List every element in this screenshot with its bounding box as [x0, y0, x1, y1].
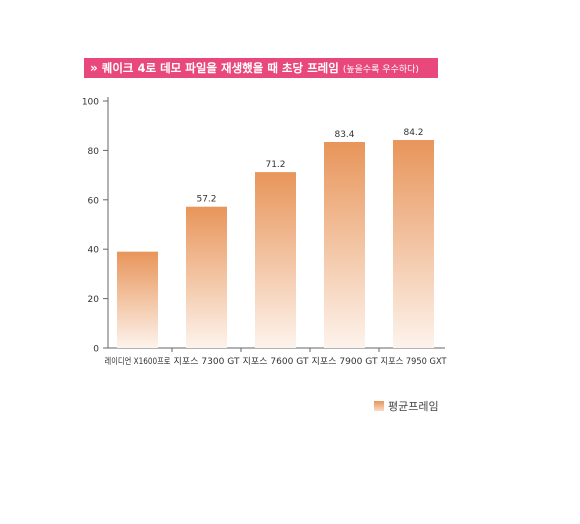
y-tick-label: 40: [88, 246, 100, 256]
bar: [117, 251, 158, 348]
y-tick-label: 80: [88, 147, 100, 157]
chart-title: 퀘이크 4로 데모 파일을 재생했을 때 초당 프레임: [101, 61, 339, 75]
x-category-label: 지포스 7950 GXT: [381, 357, 448, 367]
bar-data-label: 83.4: [334, 130, 354, 140]
bar: [186, 206, 227, 348]
bar-data-label: 84.2: [403, 128, 423, 138]
x-category-label: 레이디언 X1600프로: [105, 356, 171, 367]
y-tick-label: 60: [88, 196, 100, 206]
y-tick-label: 100: [82, 98, 99, 108]
bar-data-label: 71.2: [265, 160, 285, 170]
bar: [324, 142, 365, 348]
bar: [393, 140, 434, 348]
bar-data-label: 57.2: [196, 195, 216, 205]
chart-subtitle: (높을수록 우수하다): [342, 64, 419, 75]
legend-swatch: [374, 401, 384, 411]
chart-legend: 평균프레임: [374, 398, 439, 414]
bar: [255, 172, 296, 348]
legend-label: 평균프레임: [388, 400, 439, 413]
x-category-label: 지포스 7300 GT: [174, 357, 241, 367]
x-category-label: 지포스 7600 GT: [243, 357, 310, 367]
double-chevron-icon: »: [90, 61, 98, 75]
y-tick-label: 0: [93, 345, 99, 355]
x-category-label: 지포스 7900 GT: [312, 357, 379, 367]
chart-title-banner: » 퀘이크 4로 데모 파일을 재생했을 때 초당 프레임 (높을수록 우수하다…: [84, 58, 438, 78]
y-tick-label: 20: [88, 295, 100, 305]
